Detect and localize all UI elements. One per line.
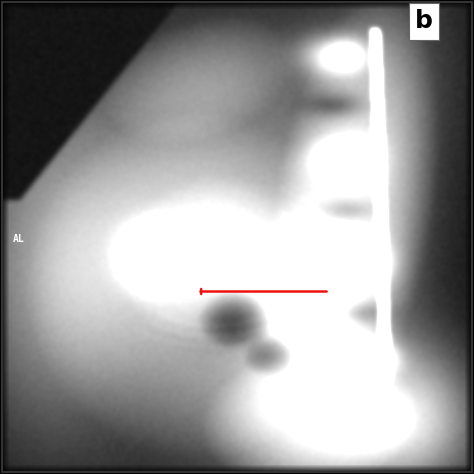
Text: b: b <box>415 9 433 33</box>
Text: AL: AL <box>13 234 25 245</box>
